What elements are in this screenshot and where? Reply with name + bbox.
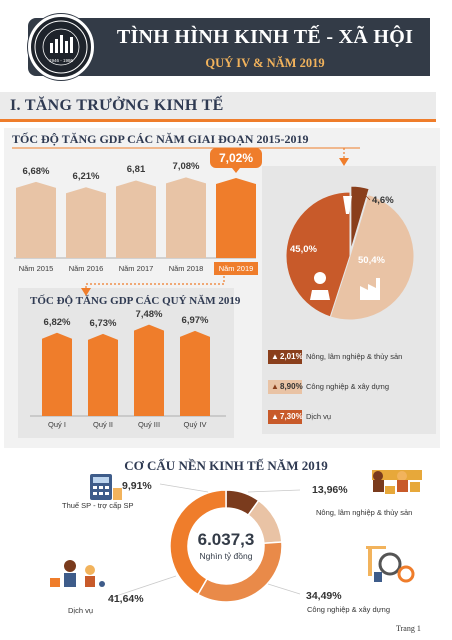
quarterly-category-label: Quý I bbox=[48, 420, 66, 429]
page-title: TÌNH HÌNH KINH TẾ - XÃ HỘI bbox=[116, 26, 414, 48]
legend-value-badge: ▲ 7,30% bbox=[268, 410, 303, 424]
quarterly-bar bbox=[134, 324, 164, 416]
up-arrow-icon: ▲ bbox=[271, 382, 279, 391]
quarterly-value-label: 7,48% bbox=[135, 308, 163, 320]
structure-category-label: Công nghiệp & xây dựng bbox=[307, 605, 390, 614]
structure-value-label: 41,64% bbox=[108, 593, 144, 605]
legend-value: 7,30% bbox=[280, 412, 303, 421]
legend-value: 2,01% bbox=[280, 352, 303, 361]
header-logo: 1946 - 1986 bbox=[28, 14, 94, 80]
annual-bar bbox=[216, 178, 256, 258]
farmers-icon bbox=[372, 470, 422, 494]
quarterly-value-label: 6,97% bbox=[181, 314, 209, 326]
quarterly-category-label: Quý IV bbox=[183, 420, 207, 429]
businessman-icon bbox=[310, 272, 330, 300]
contribution-slice bbox=[350, 185, 370, 251]
section-title: I. TĂNG TRƯỞNG KINH TẾ bbox=[10, 97, 224, 114]
header-banner bbox=[28, 18, 430, 76]
annual-category-label: Năm 2019 bbox=[214, 262, 258, 275]
annual-chart-title: TỐC ĐỘ TĂNG GDP CÁC NĂM GIAI ĐOẠN 2015-2… bbox=[12, 132, 309, 146]
contribution-slice bbox=[329, 194, 415, 321]
legend-value-badge: ▲ 2,01% bbox=[268, 350, 303, 364]
structure-center-label: Nghìn tỷ đồng bbox=[199, 551, 253, 561]
arrow-down-pie-icon bbox=[339, 158, 349, 166]
legend-label: Nông, lâm nghiệp & thủy sản bbox=[306, 352, 403, 361]
slice-leader-line bbox=[359, 189, 371, 201]
quarterly-chart-title: TỐC ĐỘ TĂNG GDP CÁC QUÝ NĂM 2019 bbox=[30, 295, 241, 307]
structure-title: CƠ CẤU NỀN KINH TẾ NĂM 2019 bbox=[124, 458, 328, 473]
up-arrow-icon: ▲ bbox=[271, 352, 279, 361]
quarterly-bar bbox=[42, 332, 72, 416]
up-arrow-icon: ▲ bbox=[271, 412, 279, 421]
legend-value-badge: ▲ 8,90% bbox=[268, 380, 303, 394]
structure-value-label: 9,91% bbox=[122, 480, 152, 492]
annual-bar bbox=[16, 181, 56, 258]
page-number: Trang 1 bbox=[396, 624, 421, 633]
annual-value-label: 7,08% bbox=[172, 161, 200, 173]
quarterly-category-label: Quý III bbox=[137, 420, 161, 429]
contribution-slice bbox=[285, 191, 351, 318]
arrow-down-quarters-icon bbox=[81, 288, 91, 296]
legend-label: Dịch vụ bbox=[306, 412, 332, 421]
arrow-to-quarters-icon bbox=[85, 276, 225, 290]
annual-value-label: 6,68% bbox=[22, 165, 50, 177]
annual-category-label: Năm 2015 bbox=[18, 264, 54, 273]
section-bar bbox=[0, 92, 436, 122]
structure-category-label: Thuế SP - trợ cấp SP bbox=[62, 501, 134, 510]
logo-emblem-icon bbox=[34, 20, 88, 74]
annual-bar bbox=[166, 177, 206, 258]
annual-value-label: 6,21% bbox=[72, 171, 100, 183]
contribution-value-label: 50,4% bbox=[358, 255, 385, 266]
contribution-value-label: 45,0% bbox=[290, 244, 317, 255]
structure-segment bbox=[169, 489, 227, 596]
callout-pointer bbox=[232, 168, 240, 174]
structure-value-label: 13,96% bbox=[312, 484, 348, 496]
structure-category-label: Nông, lâm nghiệp & thủy sản bbox=[316, 508, 413, 517]
logo-years: 1946 - 1986 bbox=[48, 58, 74, 63]
legend-label: Công nghiệp & xây dựng bbox=[306, 382, 389, 391]
annual-value-label: 7,02% bbox=[210, 148, 262, 169]
wheat-icon bbox=[343, 196, 352, 214]
factory-icon bbox=[360, 278, 380, 300]
structure-leader-line bbox=[247, 489, 301, 493]
structure-center-value: 6.037,3 bbox=[197, 530, 255, 549]
legend-value: 8,90% bbox=[280, 382, 303, 391]
contribution-value-label: 4,6% bbox=[372, 195, 394, 206]
services-people-icon bbox=[50, 560, 105, 587]
quarterly-bar bbox=[180, 330, 210, 416]
annual-category-label: Năm 2017 bbox=[118, 264, 154, 273]
calculator-tax-icon bbox=[90, 474, 122, 500]
structure-leader-line bbox=[109, 575, 177, 599]
structure-leader-line bbox=[267, 583, 301, 595]
structure-category-label: Dịch vụ bbox=[68, 606, 94, 615]
quarterly-value-label: 6,73% bbox=[89, 317, 117, 329]
donut-center bbox=[190, 510, 262, 582]
structure-leader-line bbox=[159, 483, 209, 493]
quarterly-category-label: Quý II bbox=[92, 420, 113, 429]
quarterly-bar bbox=[88, 333, 118, 416]
annual-bar bbox=[66, 187, 106, 258]
quarterly-value-label: 6,82% bbox=[43, 316, 71, 328]
annual-value-label: 6,81 bbox=[126, 164, 146, 176]
annual-category-label: Năm 2018 bbox=[168, 264, 204, 273]
structure-value-label: 34,49% bbox=[306, 590, 342, 602]
page-subtitle: QUÝ IV & NĂM 2019 bbox=[205, 56, 325, 70]
annual-bar bbox=[116, 180, 156, 258]
annual-category-label: Năm 2016 bbox=[68, 264, 104, 273]
industry-gears-icon bbox=[366, 546, 415, 583]
